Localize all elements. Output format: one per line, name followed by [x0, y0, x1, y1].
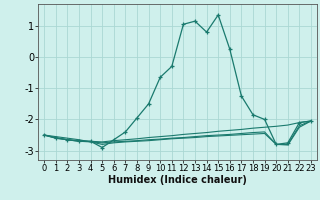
X-axis label: Humidex (Indice chaleur): Humidex (Indice chaleur): [108, 175, 247, 185]
